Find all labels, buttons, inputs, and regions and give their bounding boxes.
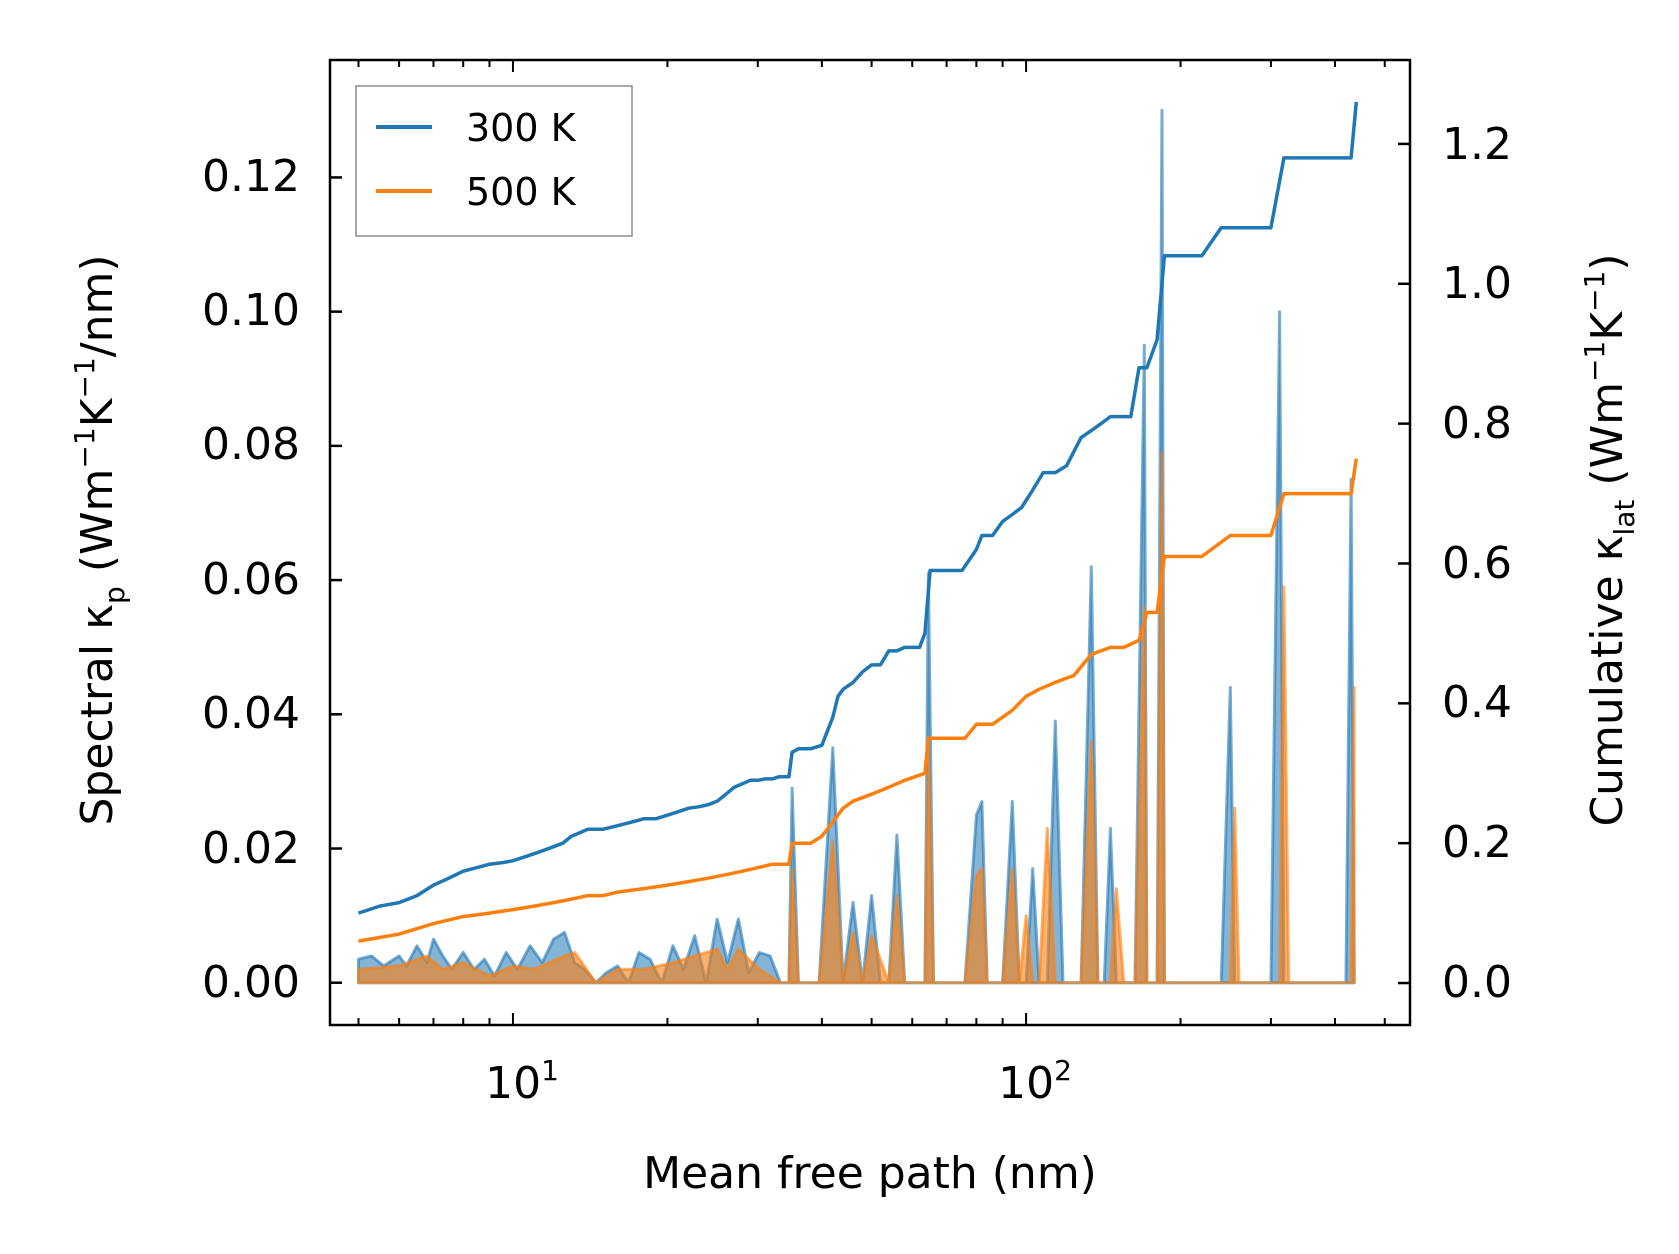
legend: 300 K 500 K xyxy=(355,85,633,237)
y-left-tick-label: 0.10 xyxy=(202,285,300,336)
y-right-tick-label: 1.0 xyxy=(1442,258,1512,309)
y-right-tick-label: 0.2 xyxy=(1442,817,1512,868)
y-right-tick-label: 0.0 xyxy=(1442,957,1512,1008)
x-tick-label-100: 102 xyxy=(998,1054,1072,1109)
tick-layer xyxy=(330,60,1410,1025)
y-right-tick-label: 0.4 xyxy=(1442,677,1512,728)
plot-layer xyxy=(357,101,1359,985)
legend-box xyxy=(355,85,633,237)
x-tick-label-10: 101 xyxy=(485,1054,559,1109)
cumulative-line-500k xyxy=(358,458,1359,943)
y-left-tick-label: 0.12 xyxy=(202,151,300,202)
y-left-tick-label: 0.08 xyxy=(202,419,300,470)
y-left-tick-label: 0.06 xyxy=(202,554,300,605)
y-left-tick-label: 0.02 xyxy=(202,823,300,874)
x-axis-label: Mean free path (nm) xyxy=(643,1148,1097,1199)
y-right-tick-label: 1.2 xyxy=(1442,119,1512,170)
y-right-tick-label: 0.8 xyxy=(1442,398,1512,449)
cumulative-line-300k xyxy=(357,101,1359,915)
y-left-tick-label: 0.00 xyxy=(202,957,300,1008)
plot-frame xyxy=(328,58,1412,1027)
y-left-tick-label: 0.04 xyxy=(202,688,300,739)
y-right-tick-label: 0.6 xyxy=(1442,538,1512,589)
legend-label-300k: 300 K xyxy=(466,106,577,150)
spectral-area-500k xyxy=(357,451,1356,985)
y-axis-label-right: Cumulative κlat (Wm−1K−1) xyxy=(1578,253,1641,826)
y-axis-label-left: Spectral κp (Wm−1K−1/nm) xyxy=(68,254,131,825)
legend-label-500k: 500 K xyxy=(466,170,577,214)
